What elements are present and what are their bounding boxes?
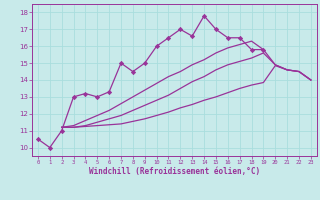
X-axis label: Windchill (Refroidissement éolien,°C): Windchill (Refroidissement éolien,°C): [89, 167, 260, 176]
